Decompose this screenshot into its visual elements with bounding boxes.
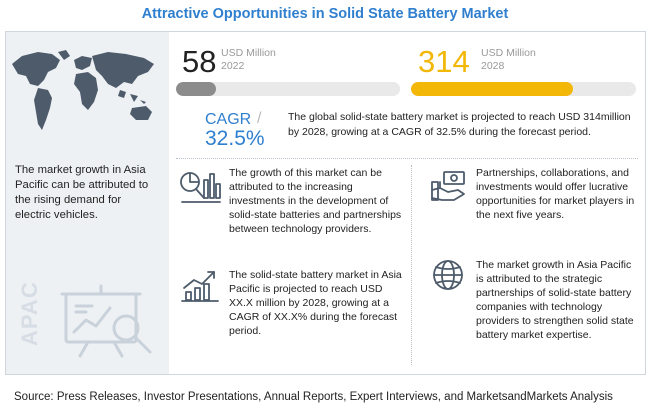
vertical-divider [411,165,412,365]
insight-text-3: The solid-state battery market in Asia P… [229,269,402,337]
insight-text-1: The growth of this market can be attribu… [229,167,402,235]
insight-text-4: The market growth in Asia Pacific is att… [476,259,634,341]
insight-text-2: Partnerships, collaborations, and invest… [476,167,635,221]
bar-track-2028 [411,82,636,96]
presentation-analysis-icon [60,284,152,358]
world-map-icon [12,50,154,130]
value-2028-unit: USD Million [481,47,536,59]
bar-fill-2028 [411,82,573,96]
growth-chart-icon [181,271,219,302]
value-2022: 58 [182,44,217,79]
year-2028: 2028 [481,60,505,72]
value-2022-unit: USD Million [221,47,276,59]
research-analysis-icon [180,172,221,203]
globe-network-icon [433,260,463,290]
source-note: Source: Press Releases, Investor Present… [14,391,613,403]
page-title: Attractive Opportunities in Solid State … [141,6,509,22]
market-summary: The global solid-state battery market is… [288,111,631,138]
left-insight-text: The market growth in Asia Pacific can be… [15,164,149,221]
bar-fill-2022 [176,82,217,96]
cagr-divider: / [257,110,262,127]
partnership-money-icon [431,171,465,201]
value-2028: 314 [418,44,470,79]
year-2022: 2022 [221,60,245,72]
bar-track-2022 [176,82,400,96]
horizontal-divider [176,158,638,159]
cagr-label: CAGR [205,111,252,128]
cagr-value: 32.5% [205,127,265,150]
region-label: APAC [17,281,42,346]
